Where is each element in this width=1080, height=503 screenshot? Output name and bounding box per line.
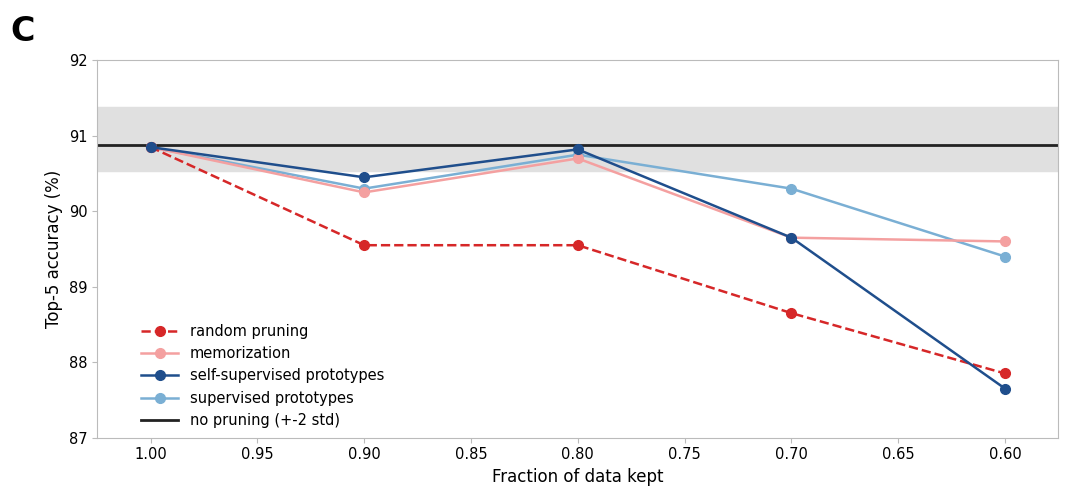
random pruning (999, 370, 1012, 376)
supervised prototypes (357, 186, 370, 192)
memorization (785, 234, 798, 240)
Y-axis label: Top-5 accuracy (%): Top-5 accuracy (%) (45, 170, 64, 328)
supervised prototypes (999, 254, 1012, 260)
memorization (357, 190, 370, 196)
random pruning (144, 144, 157, 150)
Legend: random pruning, memorization, self-supervised prototypes, supervised prototypes,: random pruning, memorization, self-super… (136, 318, 390, 434)
random pruning (785, 310, 798, 316)
random pruning (571, 242, 584, 248)
Line: self-supervised prototypes: self-supervised prototypes (146, 142, 1010, 393)
Bar (97, 107, 1058, 171)
memorization (144, 144, 157, 150)
memorization (571, 155, 584, 161)
supervised prototypes (144, 144, 157, 150)
random pruning (357, 242, 370, 248)
self-supervised prototypes (999, 385, 1012, 391)
Line: random pruning: random pruning (146, 142, 1010, 378)
self-supervised prototypes (785, 234, 798, 240)
supervised prototypes (571, 151, 584, 157)
X-axis label: Fraction of data kept: Fraction of data kept (492, 468, 663, 486)
Line: memorization: memorization (146, 142, 1010, 246)
memorization (999, 238, 1012, 244)
self-supervised prototypes (144, 144, 157, 150)
Line: supervised prototypes: supervised prototypes (146, 142, 1010, 262)
supervised prototypes (785, 186, 798, 192)
Text: C: C (11, 15, 36, 48)
self-supervised prototypes (571, 146, 584, 152)
self-supervised prototypes (357, 174, 370, 180)
